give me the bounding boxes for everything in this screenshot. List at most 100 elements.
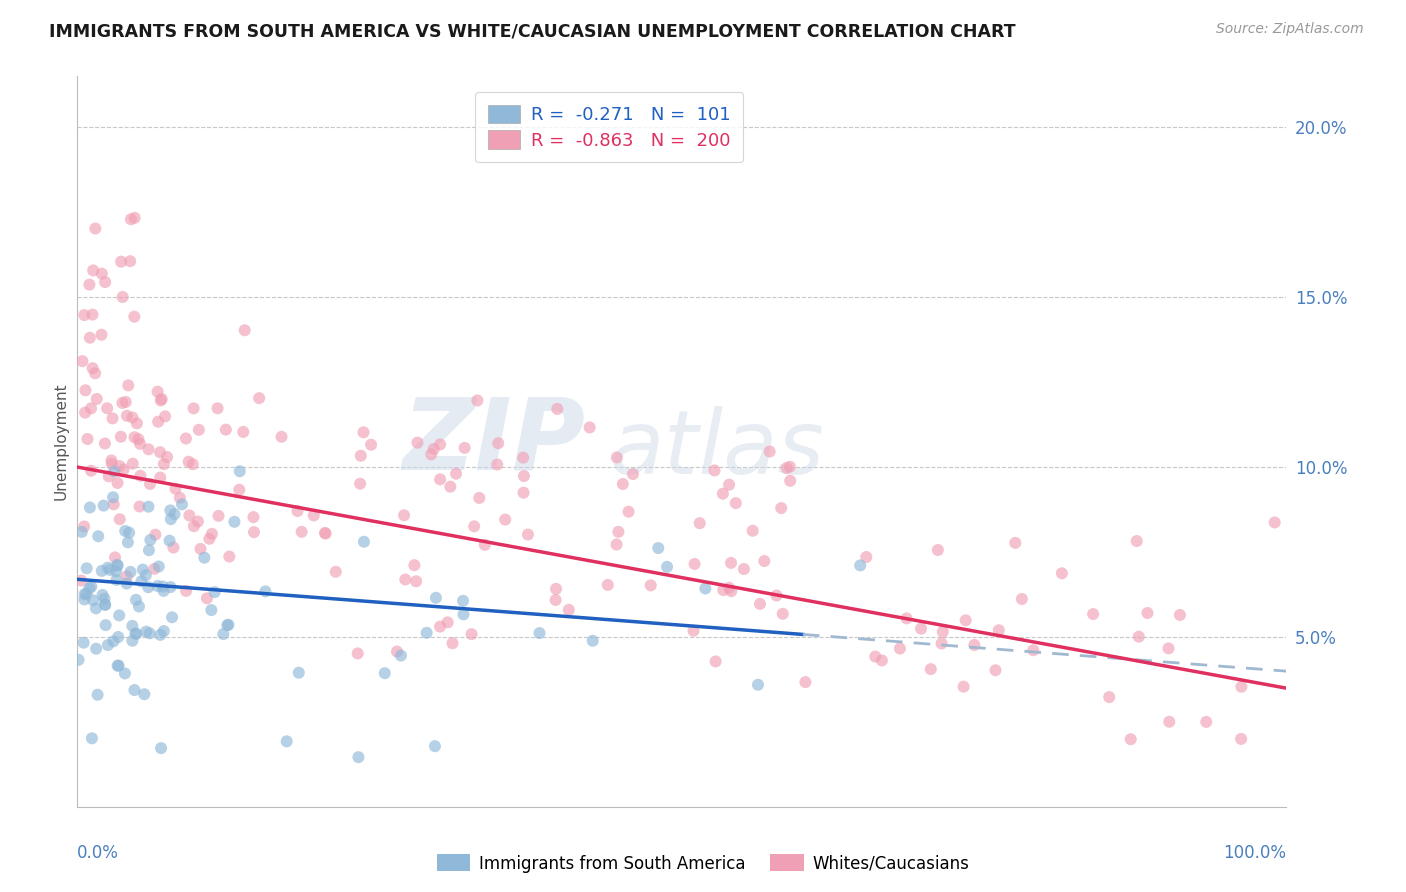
Point [76, 432, 98, 446]
Point [149, 628, 172, 642]
Point [217, 617, 239, 632]
Point [776, 461, 799, 475]
Point [772, 607, 794, 621]
Point [779, 459, 801, 474]
Point [101, 457, 124, 471]
Point [152, 583, 174, 598]
Point [187, 423, 209, 437]
Point [67, 653, 90, 667]
Point [896, 611, 918, 625]
Point [910, 622, 932, 636]
Point [439, 480, 461, 494]
Point [73, 587, 96, 601]
Point [1125, 534, 1147, 549]
Point [582, 633, 605, 648]
Point [120, 254, 142, 268]
Point [80, 580, 103, 594]
Point [415, 625, 437, 640]
Point [72, 636, 94, 650]
Point [747, 678, 769, 692]
Point [160, 512, 183, 526]
Point [1098, 690, 1121, 705]
Point [1264, 516, 1286, 530]
Point [389, 648, 412, 663]
Point [79, 277, 101, 292]
Point [94, 598, 117, 612]
Point [76, 561, 98, 575]
Point [325, 565, 347, 579]
Point [153, 624, 176, 638]
Point [217, 618, 239, 632]
Point [704, 655, 727, 669]
Point [932, 624, 955, 639]
Legend: Immigrants from South America, Whites/Caucasians: Immigrants from South America, Whites/Ca… [430, 847, 976, 880]
Point [195, 591, 218, 606]
Point [512, 485, 534, 500]
Point [1022, 643, 1045, 657]
Point [544, 582, 567, 596]
Point [546, 401, 568, 416]
Text: atlas: atlas [609, 406, 824, 491]
Point [931, 636, 953, 650]
Point [132, 563, 155, 577]
Point [955, 613, 977, 627]
Legend: R =  -0.271   N =  101, R =  -0.863   N =  200: R = -0.271 N = 101, R = -0.863 N = 200 [475, 92, 744, 162]
Point [70, 524, 93, 539]
Point [159, 503, 181, 517]
Point [121, 410, 143, 425]
Point [374, 666, 396, 681]
Point [124, 626, 146, 640]
Point [724, 496, 747, 510]
Point [474, 538, 496, 552]
Point [683, 557, 706, 571]
Point [86, 392, 108, 406]
Point [193, 550, 215, 565]
Point [201, 526, 224, 541]
Point [94, 436, 117, 450]
Point [135, 624, 157, 639]
Point [353, 534, 375, 549]
Point [127, 432, 149, 446]
Point [1128, 630, 1150, 644]
Point [486, 458, 509, 472]
Point [82, 263, 104, 277]
Point [181, 457, 204, 471]
Point [107, 630, 129, 644]
Point [124, 211, 146, 225]
Point [346, 647, 368, 661]
Point [138, 500, 160, 514]
Text: ZIP: ZIP [402, 393, 585, 490]
Point [134, 687, 156, 701]
Point [349, 476, 371, 491]
Point [405, 574, 427, 589]
Point [224, 515, 246, 529]
Point [86, 688, 108, 702]
Point [870, 653, 893, 667]
Point [159, 580, 181, 594]
Point [148, 559, 170, 574]
Point [287, 665, 309, 680]
Point [117, 378, 139, 392]
Point [353, 425, 375, 440]
Point [529, 626, 551, 640]
Point [103, 465, 125, 479]
Point [75, 406, 97, 420]
Point [1119, 732, 1142, 747]
Point [159, 533, 181, 548]
Point [93, 499, 115, 513]
Point [107, 475, 129, 490]
Point [104, 550, 127, 565]
Point [302, 508, 325, 523]
Point [165, 482, 187, 496]
Point [984, 663, 1007, 677]
Point [128, 599, 150, 614]
Point [952, 680, 974, 694]
Point [90, 267, 112, 281]
Point [97, 638, 120, 652]
Text: IMMIGRANTS FROM SOUTH AMERICA VS WHITE/CAUCASIAN UNEMPLOYMENT CORRELATION CHART: IMMIGRANTS FROM SOUTH AMERICA VS WHITE/C… [49, 22, 1015, 40]
Point [849, 558, 872, 573]
Point [139, 477, 162, 491]
Point [174, 583, 197, 598]
Point [94, 275, 117, 289]
Point [270, 430, 292, 444]
